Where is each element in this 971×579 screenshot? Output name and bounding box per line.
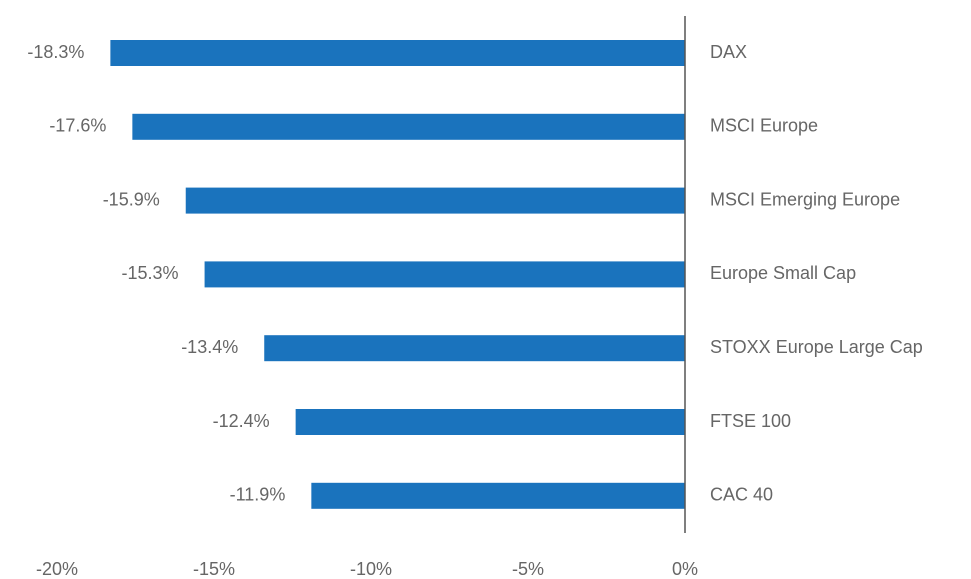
- bar: [204, 261, 685, 288]
- x-tick-label: -20%: [36, 559, 78, 579]
- category-label: MSCI Europe: [710, 116, 818, 136]
- x-tick-label: -15%: [193, 559, 235, 579]
- bar: [311, 482, 685, 509]
- category-label: Europe Small Cap: [710, 263, 856, 283]
- bar: [132, 113, 686, 140]
- category-label: STOXX Europe Large Cap: [710, 337, 923, 357]
- value-label: -18.3%: [27, 42, 84, 62]
- bar: [295, 409, 685, 435]
- value-label: -17.6%: [49, 116, 106, 136]
- value-label: -12.4%: [213, 411, 270, 431]
- category-label: DAX: [710, 42, 747, 62]
- bar: [110, 40, 685, 66]
- x-tick-label: 0%: [672, 559, 698, 579]
- x-tick-label: -10%: [350, 559, 392, 579]
- value-label: -11.9%: [230, 485, 286, 505]
- value-label: -13.4%: [181, 337, 238, 357]
- category-label: MSCI Emerging Europe: [710, 189, 900, 209]
- category-label: FTSE 100: [710, 411, 791, 431]
- x-tick-label: -5%: [512, 559, 544, 579]
- value-label: -15.3%: [122, 263, 179, 283]
- bar: [264, 335, 685, 362]
- bar: [185, 187, 686, 214]
- value-label: -15.9%: [103, 189, 160, 209]
- category-label: CAC 40: [710, 485, 773, 505]
